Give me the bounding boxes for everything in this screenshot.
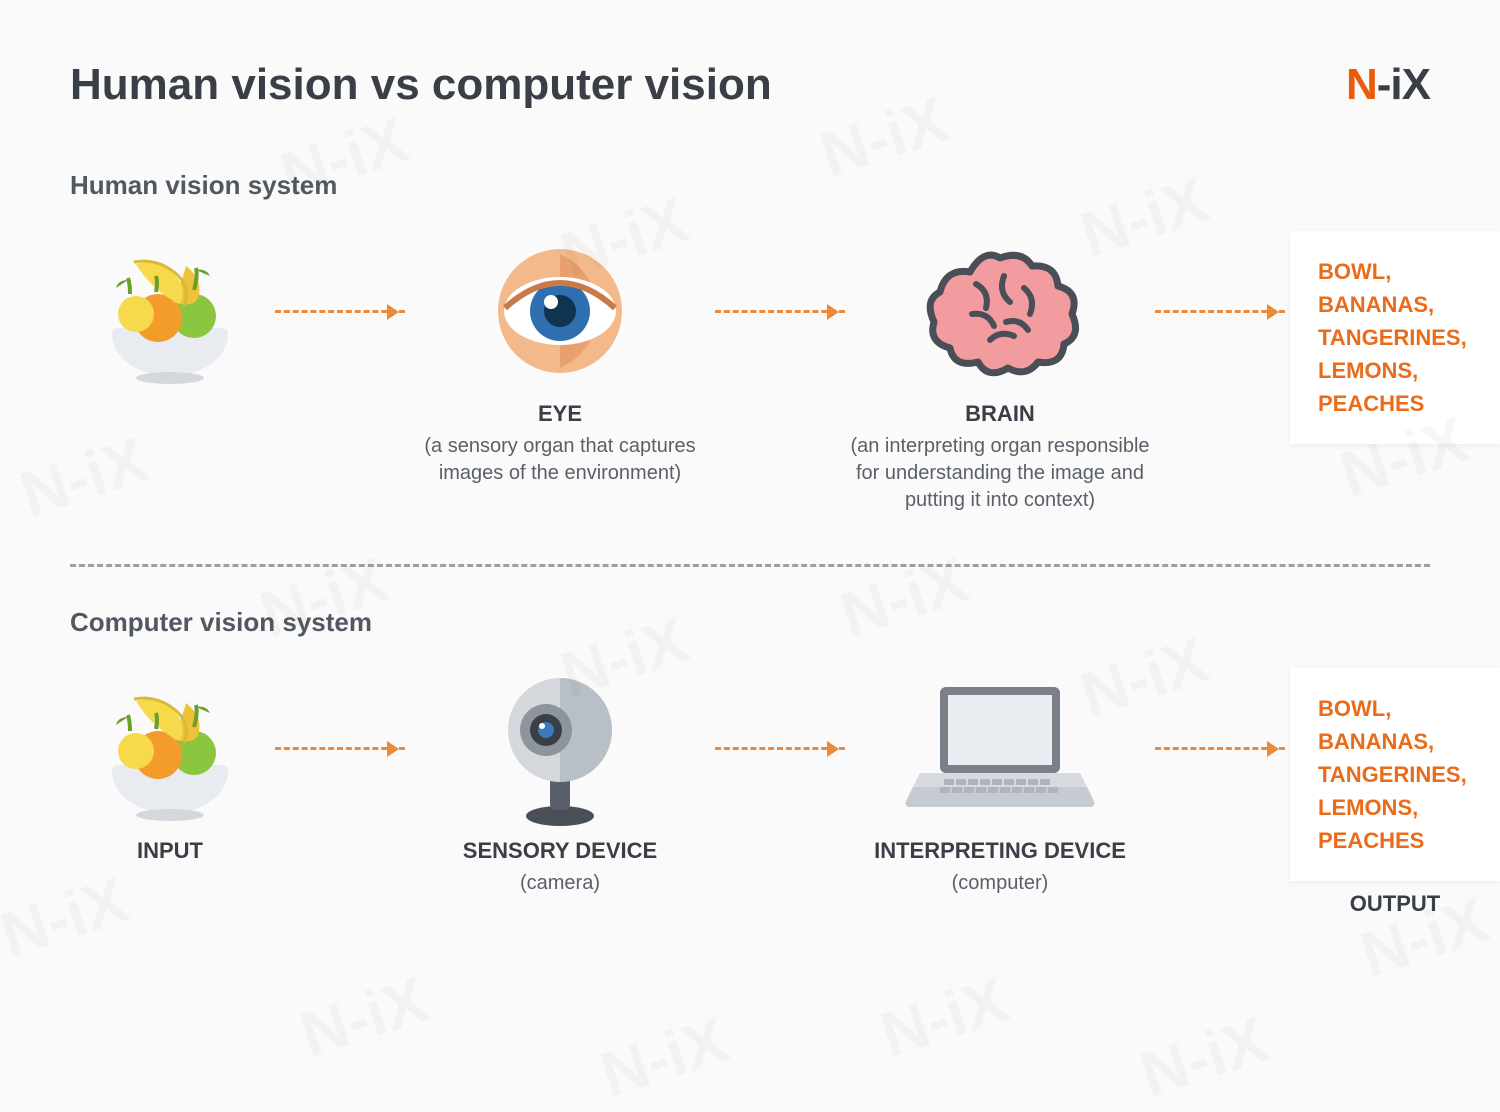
stage-brain: BRAIN (an interpreting organ responsible… bbox=[850, 231, 1150, 514]
fruit-bowl-icon bbox=[90, 231, 250, 391]
stage-fruit-input bbox=[70, 231, 270, 391]
computer-row: INPUT SENSORY DEVICE (camera) bbox=[70, 668, 1430, 917]
stage-eye: EYE (a sensory organ that captures image… bbox=[410, 231, 710, 487]
logo: N-iX bbox=[1346, 60, 1430, 110]
fruit-bowl-icon bbox=[90, 668, 250, 828]
brain-icon bbox=[920, 231, 1080, 391]
camera-title: SENSORY DEVICE bbox=[463, 838, 657, 864]
stage-fruit-input-2: INPUT bbox=[70, 668, 270, 864]
output-line: TANGERINES, bbox=[1318, 321, 1472, 354]
arrow-5 bbox=[710, 668, 850, 828]
watermark: N-iX bbox=[592, 1002, 737, 1112]
laptop-icon bbox=[900, 668, 1100, 828]
brain-desc: (an interpreting organ responsible for u… bbox=[850, 433, 1150, 514]
human-row: EYE (a sensory organ that captures image… bbox=[70, 231, 1430, 514]
logo-i: i bbox=[1390, 60, 1401, 109]
computer-section: Computer vision system bbox=[70, 607, 1430, 917]
arrow-2 bbox=[710, 231, 850, 391]
logo-n: N bbox=[1346, 60, 1377, 109]
arrow-6 bbox=[1150, 668, 1290, 828]
output-line: BANANAS, bbox=[1318, 288, 1472, 321]
stage-camera: SENSORY DEVICE (camera) bbox=[410, 668, 710, 897]
human-output-card: BOWL, BANANAS, TANGERINES, LEMONS, PEACH… bbox=[1290, 231, 1500, 444]
output-line: LEMONS, bbox=[1318, 354, 1472, 387]
eye-title: EYE bbox=[538, 401, 582, 427]
computer-output-card: BOWL, BANANAS, TANGERINES, LEMONS, PEACH… bbox=[1290, 668, 1500, 881]
output-line: LEMONS, bbox=[1318, 791, 1472, 824]
output-title: OUTPUT bbox=[1350, 891, 1440, 917]
output-line: BOWL, bbox=[1318, 692, 1472, 725]
stage-human-output: BOWL, BANANAS, TANGERINES, LEMONS, PEACH… bbox=[1290, 231, 1500, 444]
arrow-1 bbox=[270, 231, 410, 391]
webcam-icon bbox=[490, 668, 630, 828]
logo-x: X bbox=[1402, 60, 1430, 109]
input-title: INPUT bbox=[137, 838, 203, 864]
laptop-desc: (computer) bbox=[952, 870, 1049, 897]
human-section: Human vision system bbox=[70, 170, 1430, 514]
output-line: BOWL, bbox=[1318, 255, 1472, 288]
eye-icon bbox=[485, 231, 635, 391]
human-section-title: Human vision system bbox=[70, 170, 1430, 201]
stage-laptop: INTERPRETING DEVICE (computer) bbox=[850, 668, 1150, 897]
laptop-title: INTERPRETING DEVICE bbox=[874, 838, 1126, 864]
header: Human vision vs computer vision N-iX bbox=[70, 60, 1430, 110]
output-line: PEACHES bbox=[1318, 824, 1472, 857]
eye-desc: (a sensory organ that captures images of… bbox=[410, 433, 710, 487]
output-line: BANANAS, bbox=[1318, 725, 1472, 758]
logo-dash: - bbox=[1377, 60, 1391, 109]
output-line: TANGERINES, bbox=[1318, 758, 1472, 791]
watermark: N-iX bbox=[292, 962, 437, 1072]
computer-section-title: Computer vision system bbox=[70, 607, 1430, 638]
arrow-3 bbox=[1150, 231, 1290, 391]
brain-title: BRAIN bbox=[965, 401, 1035, 427]
page-title: Human vision vs computer vision bbox=[70, 60, 772, 110]
watermark: N-iX bbox=[1132, 1002, 1277, 1112]
section-divider bbox=[70, 564, 1430, 567]
watermark: N-iX bbox=[872, 962, 1017, 1072]
stage-computer-output: BOWL, BANANAS, TANGERINES, LEMONS, PEACH… bbox=[1290, 668, 1500, 917]
arrow-4 bbox=[270, 668, 410, 828]
camera-desc: (camera) bbox=[520, 870, 600, 897]
output-line: PEACHES bbox=[1318, 387, 1472, 420]
